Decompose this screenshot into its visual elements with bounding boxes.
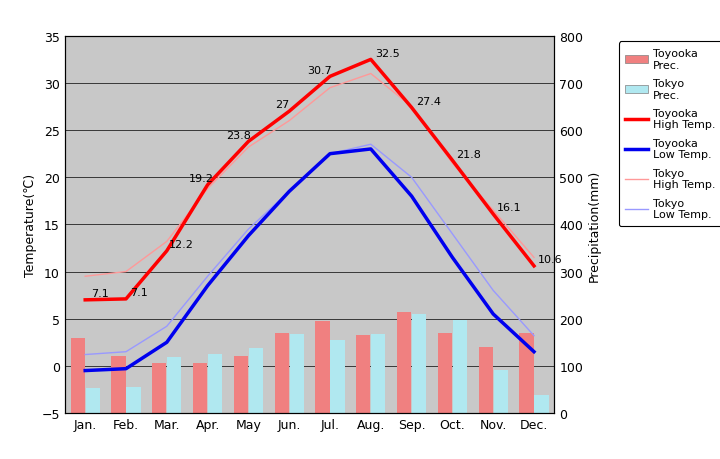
Bar (112, 357, 125, 413)
Bar (234, 357, 248, 413)
Text: 32.5: 32.5 (375, 49, 400, 58)
Legend: Toyooka
Prec., Tokyo
Prec., Toyooka
High Temp., Toyooka
Low Temp., Tokyo
High Te: Toyooka Prec., Tokyo Prec., Toyooka High… (618, 42, 720, 226)
Y-axis label: Precipitation(mm): Precipitation(mm) (588, 169, 600, 281)
Bar (494, 370, 508, 413)
Bar (330, 341, 345, 413)
Text: 7.1: 7.1 (91, 288, 109, 298)
Bar (479, 347, 492, 413)
Text: 21.8: 21.8 (456, 149, 482, 159)
Bar (289, 334, 304, 413)
Bar (438, 333, 452, 413)
Bar (356, 336, 370, 413)
Bar (534, 395, 549, 413)
Text: 10.6: 10.6 (538, 255, 563, 264)
Bar (315, 321, 330, 413)
Bar (208, 354, 222, 413)
Bar (127, 387, 140, 413)
Bar (86, 389, 100, 413)
Bar (274, 333, 289, 413)
Bar (453, 320, 467, 413)
Bar (397, 312, 411, 413)
Bar (249, 348, 263, 413)
Y-axis label: Temperature(℃): Temperature(℃) (24, 174, 37, 276)
Text: 19.2: 19.2 (189, 174, 214, 184)
Bar (71, 338, 85, 413)
Bar (519, 333, 534, 413)
Text: 16.1: 16.1 (498, 203, 522, 213)
Text: 23.8: 23.8 (226, 130, 251, 140)
Text: 30.7: 30.7 (307, 66, 333, 75)
Bar (372, 334, 385, 413)
Text: 7.1: 7.1 (130, 287, 148, 297)
Text: 27: 27 (275, 100, 289, 110)
Text: 27.4: 27.4 (415, 96, 441, 106)
Bar (193, 364, 207, 413)
Bar (412, 314, 426, 413)
Bar (167, 358, 181, 413)
Text: 12.2: 12.2 (168, 240, 194, 250)
Bar (152, 364, 166, 413)
